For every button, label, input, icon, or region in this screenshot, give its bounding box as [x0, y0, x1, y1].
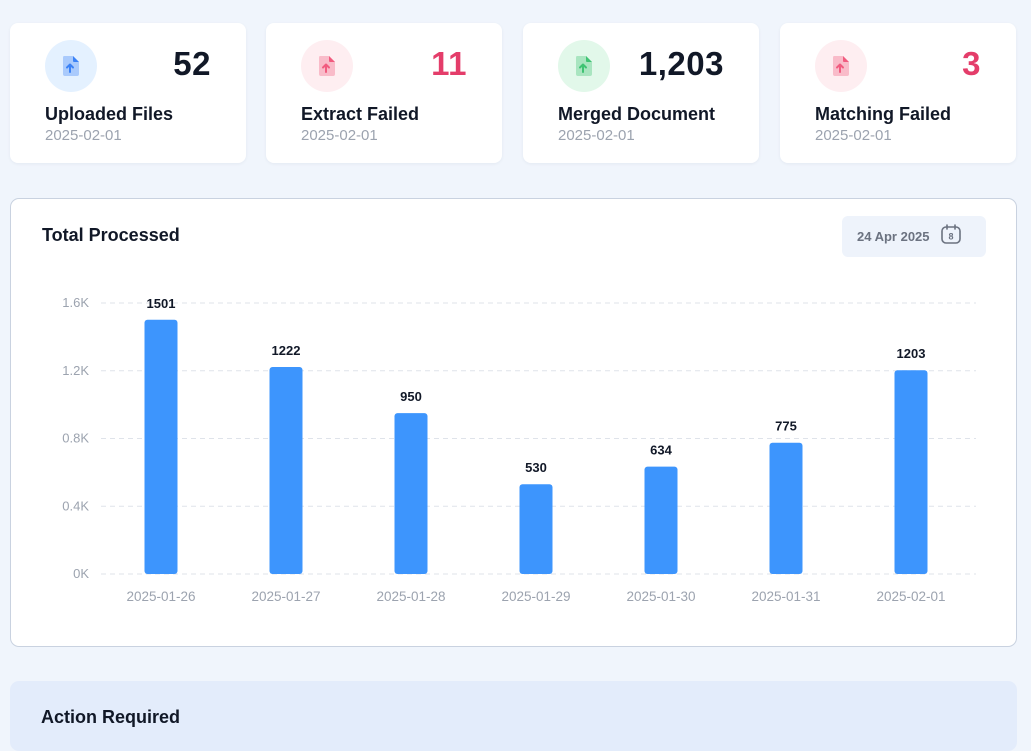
action-required-panel: Action Required — [10, 681, 1017, 751]
stat-count: 52 — [173, 45, 211, 82]
y-tick-label: 0.4K — [62, 498, 89, 513]
x-tick-label: 2025-01-29 — [501, 589, 570, 604]
file-upload-icon — [815, 40, 867, 92]
bar — [769, 442, 803, 574]
x-tick-label: 2025-01-27 — [251, 589, 320, 604]
bar — [519, 484, 553, 574]
stat-date: 2025-02-01 — [301, 127, 378, 144]
bar — [644, 466, 678, 574]
stat-card-uploaded-files[interactable]: 52 Uploaded Files 2025-02-01 — [10, 23, 246, 163]
y-tick-label: 0.8K — [62, 431, 89, 446]
file-upload-icon — [45, 40, 97, 92]
x-tick-label: 2025-01-28 — [376, 589, 445, 604]
action-required-title: Action Required — [41, 707, 181, 727]
bar-value-label: 950 — [400, 389, 422, 404]
x-tick-label: 2025-01-26 — [126, 589, 195, 604]
file-upload-icon — [558, 40, 610, 92]
bar-value-label: 1222 — [272, 343, 301, 358]
bar-value-label: 634 — [650, 443, 672, 458]
bar-chart: 0K 0.4K 0.8K 1.2K 1.6K 1501 2025-01-26 1222 2025… — [62, 295, 976, 604]
x-tick-label: 2025-02-01 — [876, 589, 945, 604]
bar — [894, 370, 928, 574]
total-processed-panel: Total Processed 24 Apr 2025 8 0K 0.4K 0.8K… — [10, 198, 1017, 647]
stat-count: 3 — [962, 45, 981, 82]
bar — [394, 413, 428, 574]
date-picker[interactable]: 24 Apr 2025 8 — [842, 216, 986, 257]
stat-label: Extract Failed — [301, 104, 420, 124]
date-picker-label: 24 Apr 2025 — [857, 229, 930, 244]
x-tick-label: 2025-01-30 — [626, 589, 695, 604]
calendar-day: 8 — [948, 232, 953, 242]
stat-date: 2025-02-01 — [815, 127, 892, 144]
y-tick-label: 0K — [73, 566, 89, 581]
x-tick-label: 2025-01-31 — [751, 589, 820, 604]
stat-card-extract-failed[interactable]: 11 Extract Failed 2025-02-01 — [266, 23, 502, 163]
bar-value-label: 1501 — [147, 296, 176, 311]
stat-count: 11 — [431, 45, 467, 82]
y-tick-label: 1.6K — [62, 295, 89, 310]
panel-title: Total Processed — [42, 225, 180, 245]
stat-label: Matching Failed — [815, 104, 952, 124]
bar — [269, 367, 303, 574]
stat-label: Merged Document — [558, 104, 716, 124]
file-upload-icon — [301, 40, 353, 92]
stat-date: 2025-02-01 — [45, 127, 122, 144]
stat-label: Uploaded Files — [45, 104, 174, 124]
bar-value-label: 1203 — [897, 346, 926, 361]
stat-date: 2025-02-01 — [558, 127, 635, 144]
bar-value-label: 775 — [775, 419, 797, 434]
stat-count: 1,203 — [638, 45, 724, 82]
stat-card-matching-failed[interactable]: 3 Matching Failed 2025-02-01 — [780, 23, 1016, 163]
bar-value-label: 530 — [525, 460, 547, 475]
stat-card-merged-document[interactable]: 1,203 Merged Document 2025-02-01 — [523, 23, 759, 163]
stats-cards: 52 Uploaded Files 2025-02-01 11 Extract … — [10, 23, 1017, 163]
y-tick-label: 1.2K — [62, 363, 89, 378]
bar — [144, 319, 178, 574]
calendar-icon[interactable]: 8 — [940, 223, 962, 250]
